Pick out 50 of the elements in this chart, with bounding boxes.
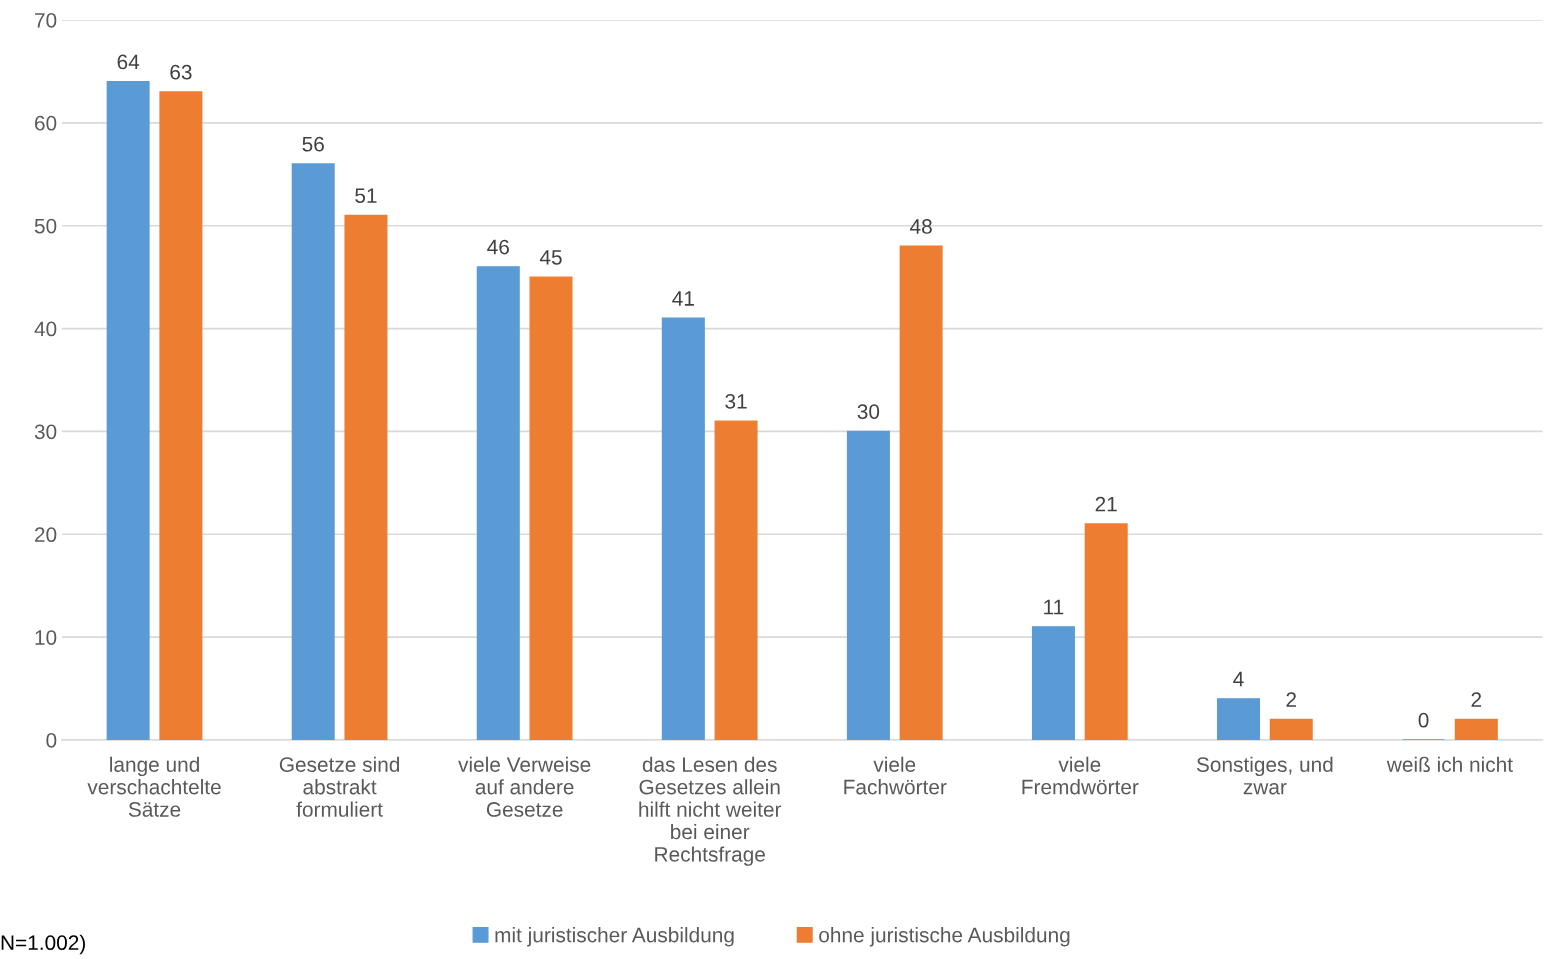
- data-label: 63: [170, 64, 192, 80]
- data-label: 48: [910, 219, 932, 234]
- bar: [106, 81, 150, 740]
- data-label: 21: [1095, 496, 1117, 512]
- data-label: 4: [1233, 671, 1244, 687]
- y-tick-label: 20: [35, 527, 57, 543]
- data-label: 30: [857, 404, 880, 419]
- data-label: 64: [117, 54, 140, 70]
- x-tick-label: lange und verschachtelte Sätze: [87, 756, 221, 817]
- bar: [1269, 718, 1313, 740]
- y-tick-label: 60: [35, 115, 57, 131]
- x-tick-label: viele Fremdwörter: [1022, 756, 1139, 795]
- legend-label: mit juristischer Ausbildung: [495, 927, 734, 947]
- x-tick-label: Sonstiges, und zwar: [1196, 756, 1333, 795]
- bar: [899, 245, 943, 740]
- data-label: 45: [539, 250, 562, 265]
- y-tick-label: 50: [34, 218, 57, 234]
- bar: [476, 266, 520, 740]
- y-tick-label: 70: [35, 13, 57, 28]
- y-tick-label: 0: [46, 733, 57, 748]
- data-label: 2: [1471, 692, 1482, 707]
- bar: [1454, 718, 1498, 740]
- text: N=1.002): [1, 934, 85, 955]
- y-tick-label: 40: [34, 321, 57, 337]
- data-label: 11: [1044, 599, 1064, 615]
- x-tick-label: weiß ich nicht: [1386, 756, 1513, 772]
- bar: [344, 214, 388, 740]
- data-label: 41: [672, 291, 694, 306]
- bar: [291, 163, 335, 740]
- data-label: 2: [1286, 692, 1296, 707]
- data-label: 51: [355, 188, 377, 203]
- x-tick-label: viele Verweise auf andere Gesetze: [458, 756, 591, 817]
- bar: [1216, 698, 1261, 740]
- bar: [529, 276, 573, 740]
- x-tick-label: das Lesen des Gesetzes allein hilft nicht weiter bei einer Rechtsfrage: [639, 756, 782, 866]
- bar: [1031, 626, 1075, 740]
- x-tick-label: Gesetze sind abstrakt formuliert: [279, 756, 400, 817]
- data-label: 46: [487, 239, 509, 255]
- data-label: 56: [302, 136, 324, 152]
- bar: [1084, 523, 1128, 740]
- bar: [846, 430, 890, 740]
- y-tick-label: 30: [34, 424, 57, 440]
- bar: [661, 317, 705, 740]
- y-tick-label: 10: [35, 630, 57, 645]
- data-label: 31: [725, 393, 747, 409]
- x-tick-label: viele Fachwörter: [844, 756, 947, 795]
- bar: [714, 420, 758, 740]
- legend-label: ohne juristische Ausbildung: [819, 927, 1070, 947]
- bar: [159, 91, 203, 740]
- data-label: 0: [1418, 712, 1429, 728]
